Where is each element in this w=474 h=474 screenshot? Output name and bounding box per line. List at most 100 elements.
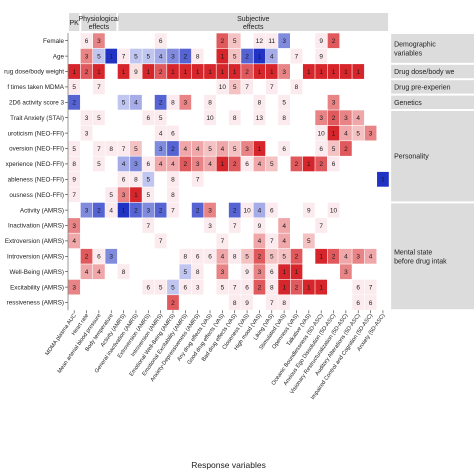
heatmap-cell bbox=[68, 141, 81, 156]
heatmap-cell bbox=[154, 33, 167, 49]
cell-value: 1 bbox=[319, 254, 323, 261]
cell-value: 5 bbox=[97, 161, 101, 168]
cell-value: 2 bbox=[344, 146, 348, 153]
heatmap-cell bbox=[154, 125, 167, 141]
heatmap-cell bbox=[191, 64, 204, 79]
heatmap-cell bbox=[364, 279, 377, 295]
row-label: Introversion (AMRS) bbox=[7, 254, 64, 261]
heatmap-cell bbox=[216, 64, 229, 79]
cell-value: 8 bbox=[233, 115, 237, 122]
heatmap-cell bbox=[93, 264, 105, 280]
heatmap-cell bbox=[327, 156, 340, 172]
cell-value: 3 bbox=[184, 100, 188, 107]
cell-value: 5 bbox=[146, 192, 150, 199]
heatmap-cell bbox=[167, 64, 179, 79]
heatmap-cell bbox=[105, 187, 118, 203]
cell-value: 6 bbox=[146, 115, 150, 122]
cell-value: 4 bbox=[109, 207, 113, 214]
row-label: Inactivation (AMRS) bbox=[8, 223, 64, 230]
cell-value: 10 bbox=[206, 115, 214, 122]
cell-value: 7 bbox=[196, 177, 200, 184]
cell-value: 5 bbox=[184, 269, 188, 276]
cell-value: 1 bbox=[196, 69, 200, 76]
heatmap-cell bbox=[278, 264, 290, 280]
heatmap-cell bbox=[179, 248, 192, 264]
heatmap-cell bbox=[130, 94, 142, 110]
column-group-label-0: PK bbox=[70, 20, 80, 27]
cell-value: 4 bbox=[369, 254, 373, 261]
heatmap-cell bbox=[191, 171, 204, 187]
heatmap-cell bbox=[204, 248, 216, 264]
heatmap-cell bbox=[327, 248, 340, 264]
cell-value: 9 bbox=[72, 177, 76, 184]
cell-value: 7 bbox=[122, 53, 126, 60]
heatmap-cell bbox=[93, 64, 105, 79]
cell-value: 1 bbox=[332, 69, 336, 76]
heatmap-cell bbox=[154, 64, 167, 79]
heatmap-cell bbox=[142, 64, 155, 79]
heatmap-cell bbox=[130, 171, 142, 187]
cell-value: 4 bbox=[344, 130, 348, 137]
cell-value: 1 bbox=[208, 69, 212, 76]
heatmap-cell bbox=[241, 202, 253, 218]
cell-value: 4 bbox=[159, 161, 163, 168]
cell-value: 8 bbox=[282, 300, 286, 307]
heatmap-cell bbox=[68, 156, 81, 172]
cell-value: 9 bbox=[319, 53, 323, 60]
cell-value: 6 bbox=[184, 284, 188, 291]
row-label: ressiveness (AMRS) bbox=[7, 300, 64, 307]
cell-value: 9 bbox=[319, 38, 323, 45]
heatmap-cell bbox=[228, 248, 241, 264]
cell-value: 3 bbox=[134, 161, 138, 168]
cell-value: 8 bbox=[208, 100, 212, 107]
heatmap-cell bbox=[204, 64, 216, 79]
heatmap-cell bbox=[315, 48, 328, 64]
heatmap-cell bbox=[315, 33, 328, 49]
heatmap-cell bbox=[327, 125, 340, 141]
cell-value: 2 bbox=[245, 53, 249, 60]
heatmap-cell bbox=[216, 156, 229, 172]
cell-value: 9 bbox=[245, 269, 249, 276]
cell-value: 6 bbox=[146, 284, 150, 291]
heatmap-cell bbox=[352, 295, 365, 310]
heatmap-cell bbox=[167, 295, 179, 310]
heatmap-cell bbox=[327, 202, 340, 218]
cell-value: 2 bbox=[332, 38, 336, 45]
heatmap-cell bbox=[80, 202, 93, 218]
cell-value: 7 bbox=[171, 207, 175, 214]
heatmap-cell bbox=[105, 141, 118, 156]
heatmap-cell bbox=[315, 141, 328, 156]
cell-value: 5 bbox=[356, 130, 360, 137]
heatmap-cell bbox=[142, 48, 155, 64]
heatmap-cell bbox=[80, 33, 93, 49]
cell-value: 11 bbox=[268, 38, 275, 45]
heatmap-cell bbox=[340, 141, 352, 156]
cell-value: 7 bbox=[233, 223, 237, 230]
cell-value: 2 bbox=[295, 254, 299, 261]
heatmap-cell bbox=[204, 156, 216, 172]
heatmap-cell bbox=[142, 218, 155, 233]
cell-value: 5 bbox=[233, 53, 237, 60]
heatmap-cell bbox=[253, 279, 266, 295]
heatmap-cell bbox=[68, 171, 81, 187]
cell-value: 4 bbox=[171, 161, 175, 168]
cell-value: 3 bbox=[208, 223, 212, 230]
heatmap-cell bbox=[278, 218, 290, 233]
heatmap-cell bbox=[241, 156, 253, 172]
row-label: Well-Being (AMRS) bbox=[10, 269, 64, 276]
row-group-label-5: Mental state bbox=[394, 249, 432, 256]
cell-value: 4 bbox=[159, 130, 163, 137]
cell-value: 2 bbox=[245, 69, 249, 76]
cell-value: 5 bbox=[221, 284, 225, 291]
heatmap-cell bbox=[241, 279, 253, 295]
heatmap-cell bbox=[265, 48, 278, 64]
cell-value: 1 bbox=[319, 69, 323, 76]
heatmap-cell bbox=[130, 64, 142, 79]
heatmap-cell bbox=[154, 94, 167, 110]
heatmap-cell bbox=[265, 79, 278, 95]
cell-value: 4 bbox=[122, 161, 126, 168]
cell-value: 8 bbox=[282, 115, 286, 122]
cell-value: 7 bbox=[97, 146, 101, 153]
cell-value: 9 bbox=[245, 300, 249, 307]
